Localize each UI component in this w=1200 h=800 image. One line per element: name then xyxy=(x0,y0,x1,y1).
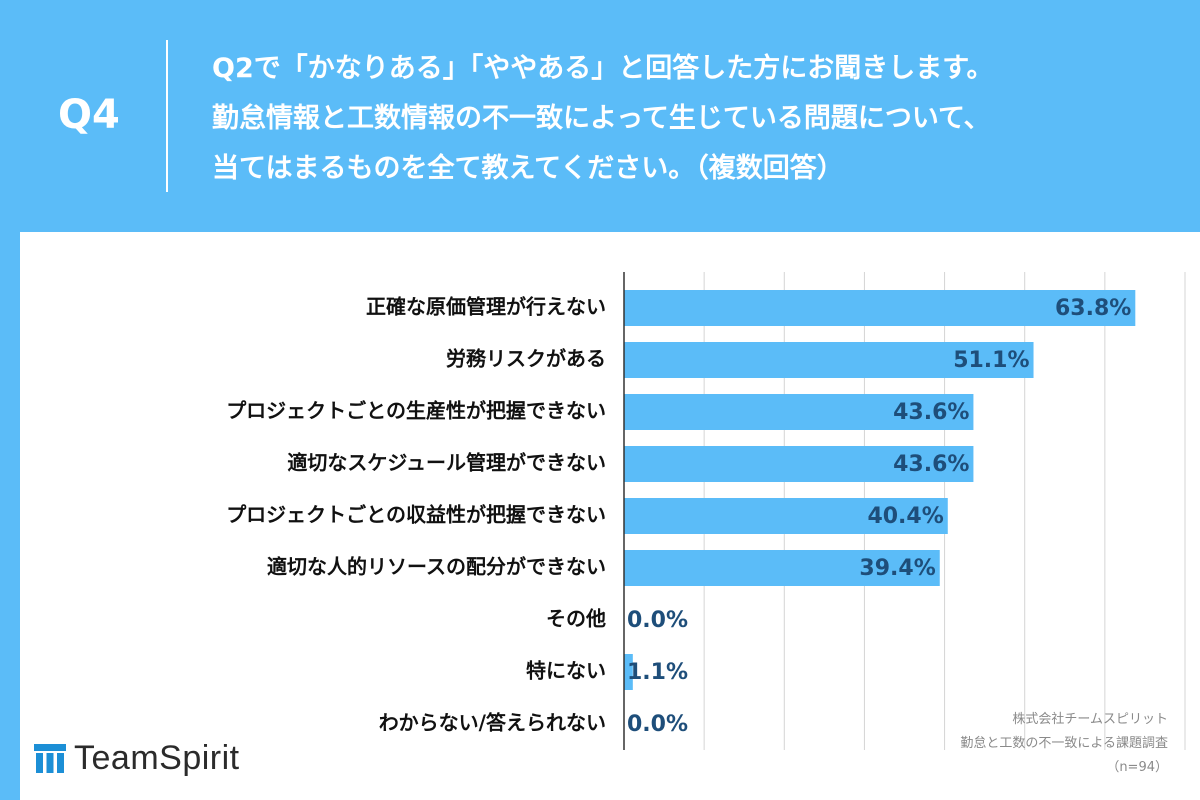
question-text: Q2で「かなりある」「ややある」と回答した方にお聞きします。 勤怠情報と工数情報… xyxy=(212,44,1172,194)
question-number: Q4 xyxy=(58,92,120,138)
value-label: 1.1% xyxy=(627,660,688,685)
question-line: 当てはまるものを全て教えてください。（複数回答） xyxy=(212,153,844,184)
category-label: 正確な原価管理が行えない xyxy=(366,295,606,319)
bar xyxy=(624,446,974,482)
bar xyxy=(624,498,948,534)
value-label: 40.4% xyxy=(867,504,943,529)
source-line: 株式会社チームスピリット xyxy=(1012,712,1168,727)
bar xyxy=(624,394,974,430)
value-label: 43.6% xyxy=(893,400,969,425)
bar xyxy=(624,342,1034,378)
chart-panel: 正確な原価管理が行えない 63.8% 労務リスクがある 51.1% プロジェクトごとの生… xyxy=(20,232,1200,800)
value-label: 63.8% xyxy=(1055,296,1131,321)
bar-chart: 正確な原価管理が行えない 63.8% 労務リスクがある 51.1% プロジェクトごとの生… xyxy=(226,272,1186,750)
source-note: 株式会社チームスピリット 勤怠と工数の不一致による課題調査 （n=94） xyxy=(960,708,1168,780)
teamspirit-logo-icon xyxy=(34,744,66,773)
value-label: 0.0% xyxy=(627,608,688,633)
category-label: 適切なスケジュール管理ができない xyxy=(287,451,606,475)
teamspirit-logo: TeamSpirit xyxy=(32,737,240,779)
value-label: 51.1% xyxy=(953,348,1029,373)
category-label: その他 xyxy=(546,607,606,631)
logo-text: TeamSpirit xyxy=(74,738,240,777)
category-label: わからない/答えられない xyxy=(379,711,606,735)
category-label: 適切な人的リソースの配分ができない xyxy=(267,555,606,579)
value-label: 39.4% xyxy=(859,556,935,581)
value-label: 0.0% xyxy=(627,712,688,737)
bar xyxy=(624,654,633,690)
category-label: プロジェクトごとの生産性が把握できない xyxy=(226,399,606,423)
category-label: 労務リスクがある xyxy=(446,347,606,371)
header-divider xyxy=(166,40,168,192)
header: Q4 Q2で「かなりある」「ややある」と回答した方にお聞きします。 勤怠情報と工… xyxy=(0,0,1200,230)
category-label: 特にない xyxy=(526,659,606,683)
source-line: 勤怠と工数の不一致による課題調査 xyxy=(960,736,1168,751)
source-line: （n=94） xyxy=(1106,760,1168,775)
question-line: Q2で「かなりある」「ややある」と回答した方にお聞きします。 xyxy=(212,53,994,84)
question-line: 勤怠情報と工数情報の不一致によって生じている問題について、 xyxy=(212,103,991,134)
bar xyxy=(624,550,940,586)
bar xyxy=(624,290,1136,326)
category-label: プロジェクトごとの収益性が把握できない xyxy=(226,503,606,527)
value-label: 43.6% xyxy=(893,452,969,477)
